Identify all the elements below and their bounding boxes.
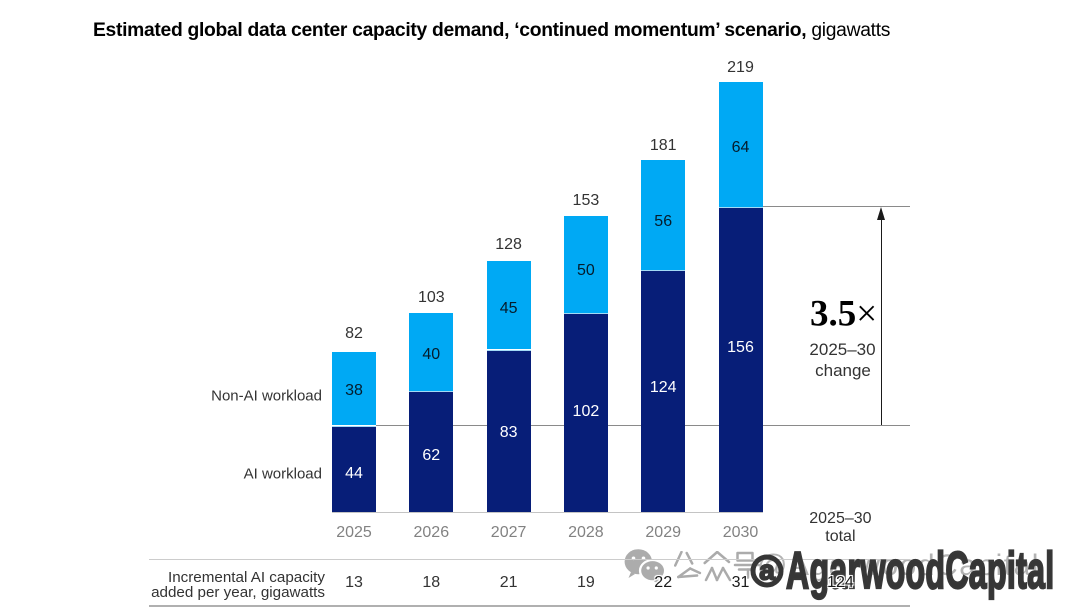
svg-text:a: a: [759, 555, 775, 586]
